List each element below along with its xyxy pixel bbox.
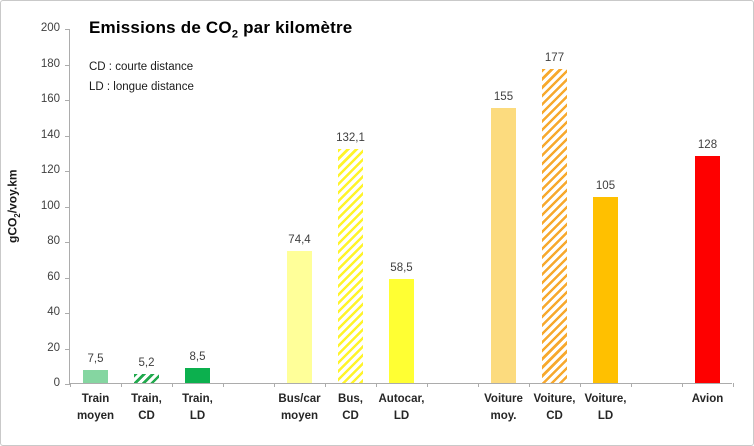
bar-autocar-ld [389, 279, 414, 383]
y-axis-title-subscript: 2 [13, 213, 23, 218]
x-axis-label-line: moyen [76, 410, 115, 422]
value-label-bus-car-moyen: 74,4 [288, 233, 311, 246]
x-axis-label-autocar-ld: Autocar, LD [364, 391, 440, 425]
x-axis-tick [274, 383, 275, 387]
x-axis-label-line: Voiture, [584, 393, 627, 405]
y-axis-tick [65, 64, 70, 66]
x-axis-tick [631, 383, 632, 387]
bar-train-cd [134, 373, 159, 383]
x-axis-label-train-ld: Train, LD [160, 391, 236, 425]
value-label-voiture-moy: 155 [493, 90, 514, 103]
x-axis-tick [478, 383, 479, 387]
chart-title-text-end: par kilomètre [238, 18, 353, 37]
x-axis-tick [121, 383, 122, 387]
x-axis-label-line: CD [138, 410, 155, 422]
y-axis-tick-label: 80 [47, 235, 60, 247]
x-axis-tick [580, 383, 581, 387]
x-axis-label-line: Train [81, 393, 110, 405]
y-axis-tick-label: 100 [40, 199, 60, 212]
y-axis-tick [65, 171, 70, 172]
bar-train-ld [185, 367, 210, 383]
x-axis-label-line: CD [342, 410, 359, 422]
x-axis-label-line: Bus/car [278, 393, 321, 405]
x-axis-label-line: LD [393, 410, 410, 422]
x-axis-tick [172, 383, 173, 387]
x-axis-label-bus-car-moyen: Bus/car moyen [262, 391, 338, 425]
y-axis-title-text: gCO2/voy.km [6, 170, 22, 244]
x-axis-label-line: LD [597, 410, 614, 422]
value-label-voiture-cd: 177 [544, 51, 565, 64]
value-label-avion: 128 [697, 138, 718, 151]
y-axis-tick [65, 277, 70, 279]
y-axis-tick-label: 40 [47, 306, 60, 318]
value-label-autocar-ld: 58,5 [390, 262, 413, 275]
y-axis-tick [65, 135, 70, 137]
bar-voiture-ld [593, 196, 618, 383]
x-axis-label-train-cd: Train, CD [109, 391, 185, 425]
y-axis-tick [65, 348, 70, 350]
x-axis-label-bus-cd: Bus, CD [313, 391, 389, 425]
y-axis-tick-label: 0 [53, 377, 60, 389]
x-axis-label-line: CD [546, 410, 563, 422]
bar-bus-cd [338, 148, 363, 383]
x-axis-tick [325, 383, 326, 387]
value-label-train-moyen: 7,5 [87, 352, 104, 365]
y-axis-tick-label: 60 [47, 270, 60, 283]
note-longue-distance: LD : longue distance [89, 81, 194, 93]
y-axis-tick-label: 160 [40, 93, 60, 105]
y-axis-tick-label: 20 [47, 341, 60, 354]
bar-voiture-cd [542, 68, 567, 383]
bar-avion [695, 155, 720, 383]
x-axis-tick [427, 383, 428, 387]
x-axis-tick [376, 383, 377, 387]
legend-notes: CD : courte distance LD : longue distanc… [89, 57, 194, 97]
value-label-voiture-ld: 105 [595, 179, 616, 192]
x-axis-tick [682, 383, 683, 387]
x-axis-tick [223, 383, 224, 387]
y-axis-tick [65, 384, 70, 385]
x-axis-label-avion: Avion [670, 391, 746, 408]
x-axis-label-line: LD [189, 410, 206, 422]
x-axis-label-line: moy. [490, 410, 517, 422]
value-label-train-cd: 5,2 [138, 356, 155, 369]
x-axis-tick [529, 383, 530, 387]
y-axis-title-pre: gCO [5, 217, 20, 244]
y-axis-tick-label: 180 [40, 57, 60, 70]
x-axis-label-voiture-ld: Voiture, LD [568, 391, 644, 425]
y-axis-tick [65, 313, 70, 314]
x-axis-tick [70, 383, 71, 387]
chart-title-subscript: 2 [231, 28, 239, 41]
x-axis-label-line: Avion [691, 393, 724, 405]
bar-bus-car-moyen [287, 250, 312, 383]
y-axis-tick-label: 200 [40, 22, 60, 34]
plot-area: 0 20 40 60 80 100 120 140 160 180 200 7,5 Train moyen… [41, 22, 734, 422]
chart-title: Emissions de CO2 par kilomètre [89, 18, 352, 40]
x-axis-label-line: Voiture, [533, 393, 576, 405]
x-axis-label-line: moyen [280, 410, 319, 422]
x-axis-label-line: Voiture [484, 393, 523, 405]
x-axis-label-line: Autocar, [378, 393, 425, 405]
y-axis-title-post: /voy.km [5, 169, 20, 214]
bar-train-moyen [83, 369, 108, 383]
x-axis-label-line: Train, [182, 393, 213, 405]
value-label-bus-cd: 132,1 [336, 131, 365, 144]
x-axis-tick [733, 383, 734, 387]
y-axis-tick [65, 206, 70, 208]
x-axis-label-voiture-moy: Voiture moy. [466, 391, 542, 425]
value-label-train-ld: 8,5 [189, 350, 206, 363]
x-axis-label-train-moyen: Train moyen [58, 391, 134, 425]
y-axis-title: gCO2/voy.km [1, 29, 27, 384]
x-axis-label-voiture-cd: Voiture, CD [517, 391, 593, 425]
y-axis-tick-label: 140 [40, 128, 60, 141]
x-axis-label-line: Bus, [338, 393, 363, 405]
note-courte-distance: CD : courte distance [89, 61, 194, 73]
y-axis-tick-label: 120 [40, 164, 60, 176]
chart-title-text: Emissions de CO [89, 18, 232, 37]
bar-voiture-moy [491, 107, 516, 383]
y-axis-tick [65, 29, 70, 30]
y-axis-tick [65, 242, 70, 243]
y-axis-tick [65, 100, 70, 101]
x-axis-label-line: Train, [131, 393, 162, 405]
